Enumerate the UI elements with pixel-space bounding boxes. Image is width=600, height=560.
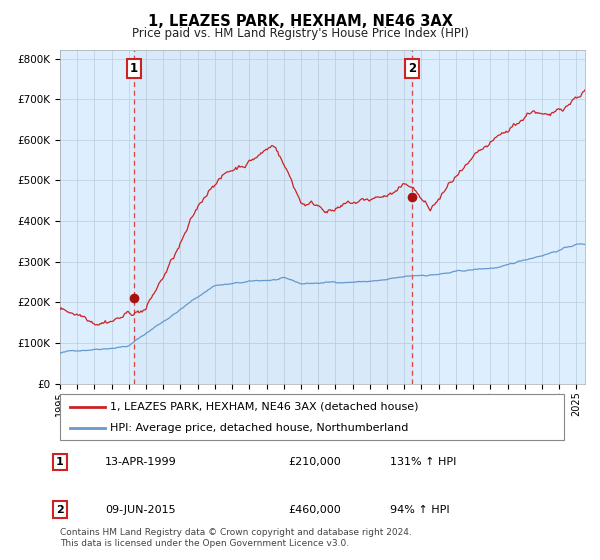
Text: HPI: Average price, detached house, Northumberland: HPI: Average price, detached house, Nort… bbox=[110, 423, 409, 433]
Text: £210,000: £210,000 bbox=[288, 457, 341, 467]
Text: 2: 2 bbox=[56, 505, 64, 515]
Text: 1, LEAZES PARK, HEXHAM, NE46 3AX (detached house): 1, LEAZES PARK, HEXHAM, NE46 3AX (detach… bbox=[110, 402, 419, 412]
Bar bbox=[134, 50, 412, 384]
Text: 94% ↑ HPI: 94% ↑ HPI bbox=[390, 505, 449, 515]
Text: 2: 2 bbox=[408, 62, 416, 75]
Text: Price paid vs. HM Land Registry's House Price Index (HPI): Price paid vs. HM Land Registry's House … bbox=[131, 27, 469, 40]
FancyBboxPatch shape bbox=[60, 394, 564, 440]
Text: 09-JUN-2015: 09-JUN-2015 bbox=[105, 505, 176, 515]
Text: 1, LEAZES PARK, HEXHAM, NE46 3AX: 1, LEAZES PARK, HEXHAM, NE46 3AX bbox=[148, 14, 452, 29]
Text: 1: 1 bbox=[130, 62, 138, 75]
Text: Contains HM Land Registry data © Crown copyright and database right 2024.
This d: Contains HM Land Registry data © Crown c… bbox=[60, 528, 412, 548]
Text: 1: 1 bbox=[56, 457, 64, 467]
Text: 131% ↑ HPI: 131% ↑ HPI bbox=[390, 457, 457, 467]
Text: 13-APR-1999: 13-APR-1999 bbox=[105, 457, 177, 467]
Text: £460,000: £460,000 bbox=[288, 505, 341, 515]
